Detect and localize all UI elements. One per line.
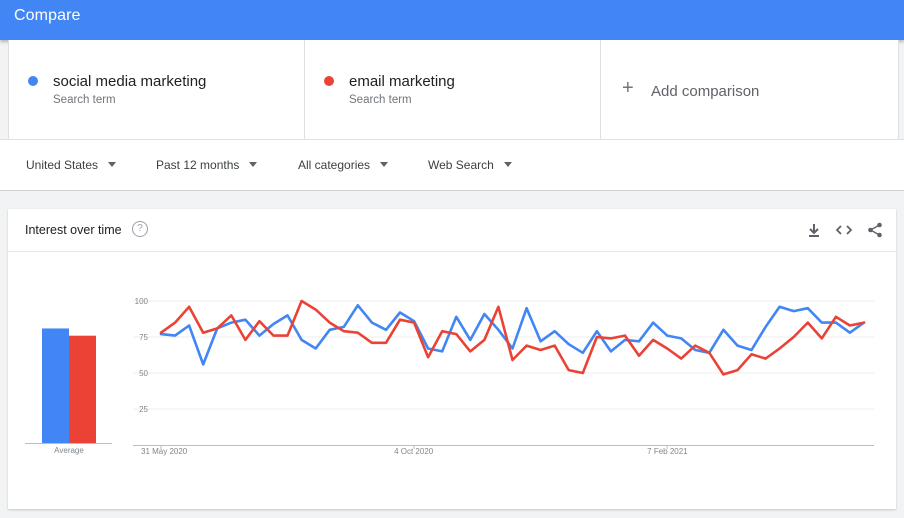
search-type-value: Web Search [428,158,494,172]
chart-series [159,299,866,376]
chevron-down-icon [380,162,389,168]
series-color-dot-blue [28,76,38,86]
x-tick-label: 7 Feb 2021 [647,447,688,456]
filter-bar: United States Past 12 months All categor… [0,139,904,191]
y-tick-label: 100 [135,297,149,306]
average-bar-1 [42,328,69,443]
average-bar-2 [69,335,96,443]
chevron-down-icon [249,162,258,168]
series-color-dot-red [324,76,334,86]
card-title: Interest over time [25,223,122,237]
plus-icon: + [622,77,634,99]
y-tick-label: 25 [139,405,148,414]
x-tick-label: 31 May 2020 [141,447,188,456]
search-term-type: Search term [53,94,116,106]
time-range-value: Past 12 months [156,158,240,172]
interest-over-time-chart: Average 25 50 75 100 31 May 2020 4 Oct 2020 7… [25,297,874,456]
chevron-down-icon [108,162,117,168]
embed-code-icon[interactable] [835,221,853,239]
search-term-2[interactable]: email marketing Search term [305,40,601,139]
y-tick-label: 50 [139,369,148,378]
download-icon[interactable] [805,221,823,239]
compare-header: Compare [0,0,904,40]
search-terms-bar: social media marketing Search term email… [8,40,899,139]
interest-over-time-card: Interest over time ? Average 25 50 75 100 3… [8,209,896,509]
search-type-dropdown[interactable]: Web Search [428,158,512,172]
x-axis-ticks: 31 May 2020 4 Oct 2020 7 Feb 2021 [141,445,688,456]
search-term-name: social media marketing [53,73,207,90]
y-axis-ticks: 25 50 75 100 [135,297,149,414]
x-tick-label: 4 Oct 2020 [394,447,434,456]
help-icon[interactable]: ? [132,221,148,237]
category-value: All categories [298,158,371,172]
share-icon[interactable] [866,221,884,239]
add-comparison-button[interactable]: + Add comparison [601,40,898,139]
category-dropdown[interactable]: All categories [298,158,389,172]
search-term-type: Search term [349,94,412,106]
search-term-1[interactable]: social media marketing Search term [9,40,305,139]
region-value: United States [26,158,99,172]
chevron-down-icon [503,162,512,168]
region-dropdown[interactable]: United States [26,158,117,172]
average-bars: Average [25,328,112,455]
average-label: Average [54,446,84,455]
time-range-dropdown[interactable]: Past 12 months [156,158,258,172]
card-header: Interest over time ? [8,209,896,252]
search-term-name: email marketing [349,73,455,90]
page-title: Compare [14,7,81,24]
y-tick-label: 75 [139,333,148,342]
add-comparison-label: Add comparison [651,83,760,100]
